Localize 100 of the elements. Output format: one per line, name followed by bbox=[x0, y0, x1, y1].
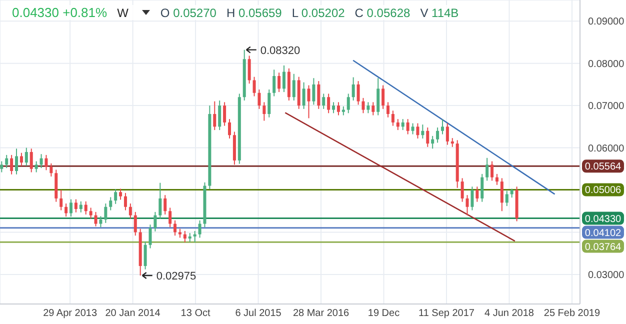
annotation: W bbox=[117, 6, 130, 20]
candlestick bbox=[292, 73, 296, 101]
candlestick bbox=[440, 118, 444, 135]
candlestick bbox=[30, 148, 33, 173]
candlestick bbox=[317, 80, 320, 110]
candlestick bbox=[476, 186, 479, 202]
annotation: V 114B bbox=[420, 6, 459, 20]
candlestick bbox=[164, 194, 167, 215]
x-tick-label: 29 Apr 2013 bbox=[43, 308, 98, 320]
candlestick bbox=[50, 162, 53, 177]
x-tick-label: 11 Sep 2017 bbox=[418, 308, 475, 320]
candlestick bbox=[0, 160, 4, 173]
x-tick-label: 20 Jan 2014 bbox=[105, 308, 161, 320]
candlestick bbox=[124, 192, 127, 211]
candlestick bbox=[154, 211, 157, 232]
candlestick bbox=[20, 152, 23, 166]
candlestick bbox=[268, 89, 271, 118]
candlestick bbox=[416, 122, 420, 139]
candlestick bbox=[436, 127, 440, 144]
candlestick bbox=[391, 110, 394, 126]
annotation: 0.04330 +0.81% bbox=[12, 5, 108, 20]
candlestick bbox=[460, 178, 464, 202]
annotation: 0.02975 bbox=[156, 270, 196, 282]
y-tick-label: 0.09000 bbox=[588, 16, 625, 28]
candlestick bbox=[366, 102, 370, 114]
candlestick bbox=[401, 118, 404, 131]
candlestick bbox=[495, 173, 498, 186]
candlestick bbox=[490, 160, 494, 182]
candlestick bbox=[158, 182, 162, 220]
candlestick bbox=[223, 102, 226, 126]
candlestick bbox=[213, 100, 216, 131]
candlestick bbox=[486, 157, 489, 182]
candlestick bbox=[79, 200, 82, 213]
candlestick bbox=[119, 188, 122, 200]
candlestick bbox=[144, 241, 147, 270]
annotation: H 0.05659 bbox=[226, 6, 282, 20]
candlestick bbox=[228, 118, 231, 139]
ref-line-label: 0.05006 bbox=[584, 185, 622, 196]
y-tick-label: 0.06000 bbox=[588, 143, 625, 154]
candlestick bbox=[352, 76, 355, 101]
candlestick bbox=[470, 186, 474, 211]
candlestick bbox=[94, 211, 98, 227]
candlestick bbox=[346, 93, 350, 114]
candlestick bbox=[446, 122, 449, 146]
candlestick bbox=[312, 78, 316, 106]
candlestick bbox=[302, 82, 306, 110]
candlestick bbox=[193, 230, 196, 243]
x-tick-label: 4 Jun 2018 bbox=[484, 308, 534, 320]
candlestick bbox=[480, 173, 484, 202]
candlestick bbox=[74, 198, 78, 213]
candlestick bbox=[84, 200, 88, 215]
y-tick-label: 0.07000 bbox=[588, 101, 625, 112]
candlestick bbox=[278, 72, 281, 93]
candlestick bbox=[252, 76, 256, 97]
candlestick bbox=[174, 220, 177, 236]
candlestick bbox=[376, 78, 380, 116]
candlestick bbox=[198, 220, 202, 238]
candlestick bbox=[109, 196, 112, 211]
candlestick bbox=[372, 102, 375, 116]
candlestick bbox=[282, 64, 286, 93]
y-tick-label: 0.03000 bbox=[588, 270, 625, 281]
candlestick bbox=[258, 89, 261, 110]
y-tick-label: 0.08000 bbox=[588, 58, 625, 70]
candlestick bbox=[60, 190, 63, 211]
ref-line-label: 0.04102 bbox=[584, 228, 622, 239]
candlestick bbox=[411, 122, 414, 135]
candlestick bbox=[505, 190, 508, 207]
candlestick bbox=[248, 55, 251, 84]
candlestick bbox=[336, 102, 340, 116]
candlestick bbox=[44, 154, 48, 171]
candlestick bbox=[34, 160, 38, 173]
candlestick bbox=[64, 203, 68, 218]
candlestick bbox=[307, 84, 310, 119]
candlestick bbox=[421, 124, 424, 139]
annotation: O 0.05270 bbox=[160, 6, 216, 20]
ref-line-label: 0.04330 bbox=[584, 214, 622, 225]
candlestick bbox=[183, 230, 186, 243]
candlestick bbox=[40, 154, 43, 169]
candlestick bbox=[382, 84, 385, 110]
candlestick bbox=[24, 147, 28, 166]
candlestick bbox=[128, 203, 132, 220]
candlestick bbox=[69, 198, 72, 218]
candlestick bbox=[5, 154, 8, 169]
candlestick bbox=[327, 93, 330, 114]
candlestick bbox=[262, 102, 266, 122]
candlestick bbox=[15, 148, 18, 175]
x-tick-label: 25 Feb 2019 bbox=[544, 308, 600, 320]
candlestick bbox=[406, 118, 410, 135]
candlestick bbox=[500, 178, 504, 212]
candlestick bbox=[431, 135, 434, 150]
x-tick-label: 13 Oct bbox=[180, 308, 210, 320]
candlestick bbox=[362, 97, 365, 114]
x-tick-label: 19 Dec bbox=[368, 308, 400, 320]
candlestick bbox=[148, 224, 152, 249]
candlestick bbox=[134, 211, 137, 236]
annotation: C 0.05628 bbox=[354, 6, 410, 20]
candlestick bbox=[99, 216, 102, 228]
candlestick bbox=[89, 207, 92, 220]
candlestick bbox=[356, 80, 360, 106]
ref-line-label: 0.03764 bbox=[584, 242, 622, 253]
